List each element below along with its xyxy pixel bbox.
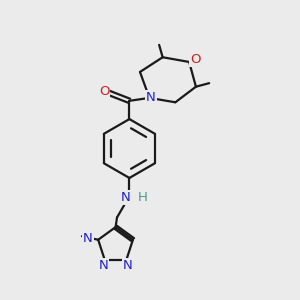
Text: N: N bbox=[98, 259, 108, 272]
Text: N: N bbox=[146, 92, 156, 104]
Text: O: O bbox=[99, 85, 109, 98]
Text: N: N bbox=[123, 259, 133, 272]
Text: H: H bbox=[137, 191, 147, 204]
Text: O: O bbox=[190, 53, 200, 66]
Text: N: N bbox=[83, 232, 93, 245]
Text: N: N bbox=[120, 191, 130, 204]
